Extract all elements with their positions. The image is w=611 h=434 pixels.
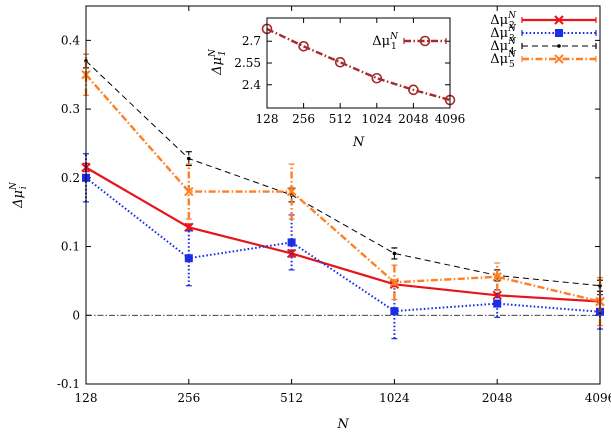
legend-label: ΔμN 1 <box>372 32 399 52</box>
y-tick-label: 0.2 <box>61 171 80 185</box>
data-point <box>287 238 296 247</box>
x-tick-label: 512 <box>280 391 303 405</box>
data-point <box>492 272 502 282</box>
series-line <box>85 177 601 313</box>
y-tick-label: 2.7 <box>242 34 261 48</box>
legend-item-3: ΔμN 4 <box>490 37 597 57</box>
y-tick-label: 0 <box>72 308 80 322</box>
series-2 <box>82 153 604 340</box>
legend-marker <box>555 29 563 37</box>
x-tick-label: 1024 <box>379 391 410 405</box>
x-tick-label: 256 <box>292 112 315 126</box>
data-point <box>184 186 194 197</box>
data-point <box>390 307 399 316</box>
x-tick-label: 128 <box>256 112 279 126</box>
legend-label: ΔμN 2 <box>490 11 517 31</box>
data-point <box>187 156 191 161</box>
legend-label: ΔμN 3 <box>490 24 517 44</box>
main-chart: -0.1 0 0.1 0.2 0.3 0.4 128 256 512 1024 2048 4096 N Δ… <box>9 5 611 432</box>
x-tick-label: 4096 <box>585 391 611 405</box>
plot-frame <box>266 17 451 109</box>
data-point <box>371 72 383 84</box>
legend-item-2: ΔμN 3 <box>490 24 597 44</box>
x-tick-label: 4096 <box>435 112 466 126</box>
data-point <box>184 222 194 233</box>
data-point <box>184 254 193 263</box>
legend-item-4: ΔμN 5 <box>490 50 597 70</box>
inset-chart: 2.4 2.55 2.7 128 256 512 1024 2048 4096 N ΔμN1 ΔμN 1 <box>208 17 466 150</box>
y-tick-label: 2.55 <box>234 56 261 70</box>
legend-item-1: ΔμN 1 <box>372 32 447 52</box>
legend-marker <box>557 44 561 48</box>
data-point <box>408 84 419 96</box>
data-point <box>334 56 346 68</box>
legend-marker <box>554 54 564 64</box>
legend-marker <box>554 15 564 25</box>
y-tick-label: 2.4 <box>242 78 261 92</box>
y-tick-label: 0.3 <box>61 102 80 116</box>
data-point <box>286 186 297 197</box>
x-tick-label: 2048 <box>398 112 429 126</box>
legend: ΔμN 1 <box>372 32 447 52</box>
data-point <box>389 277 400 287</box>
data-point <box>493 299 502 308</box>
series-line <box>266 27 451 102</box>
legend-label: ΔμN 4 <box>490 37 517 57</box>
x-tick-label: 2048 <box>482 391 513 405</box>
legend-marker <box>419 35 431 47</box>
y-tick-label: -0.1 <box>57 377 80 391</box>
series-line <box>85 60 601 287</box>
x-tick-label: 1024 <box>362 112 393 126</box>
data-point <box>392 251 397 256</box>
y-tick-label: 0.1 <box>61 240 80 254</box>
x-axis-label: N <box>336 417 349 432</box>
data-point <box>492 290 502 301</box>
legend-label: ΔμN 5 <box>490 50 517 70</box>
plot-frame <box>85 5 601 385</box>
x-tick-label: 512 <box>329 112 352 126</box>
plot-background <box>267 18 450 108</box>
y-tick-label: 0.4 <box>61 33 80 47</box>
legend-item-1: ΔμN 2 <box>490 11 597 31</box>
y-axis-label: ΔμN1 <box>208 48 228 76</box>
series-line <box>85 73 601 303</box>
data-point <box>298 41 309 52</box>
x-axis-label: N <box>352 135 365 150</box>
series-line <box>85 166 601 303</box>
error-bar <box>185 151 192 167</box>
x-tick-label: 256 <box>177 391 200 405</box>
y-axis-label: ΔμNi <box>9 181 29 209</box>
x-tick-label: 128 <box>75 391 98 405</box>
